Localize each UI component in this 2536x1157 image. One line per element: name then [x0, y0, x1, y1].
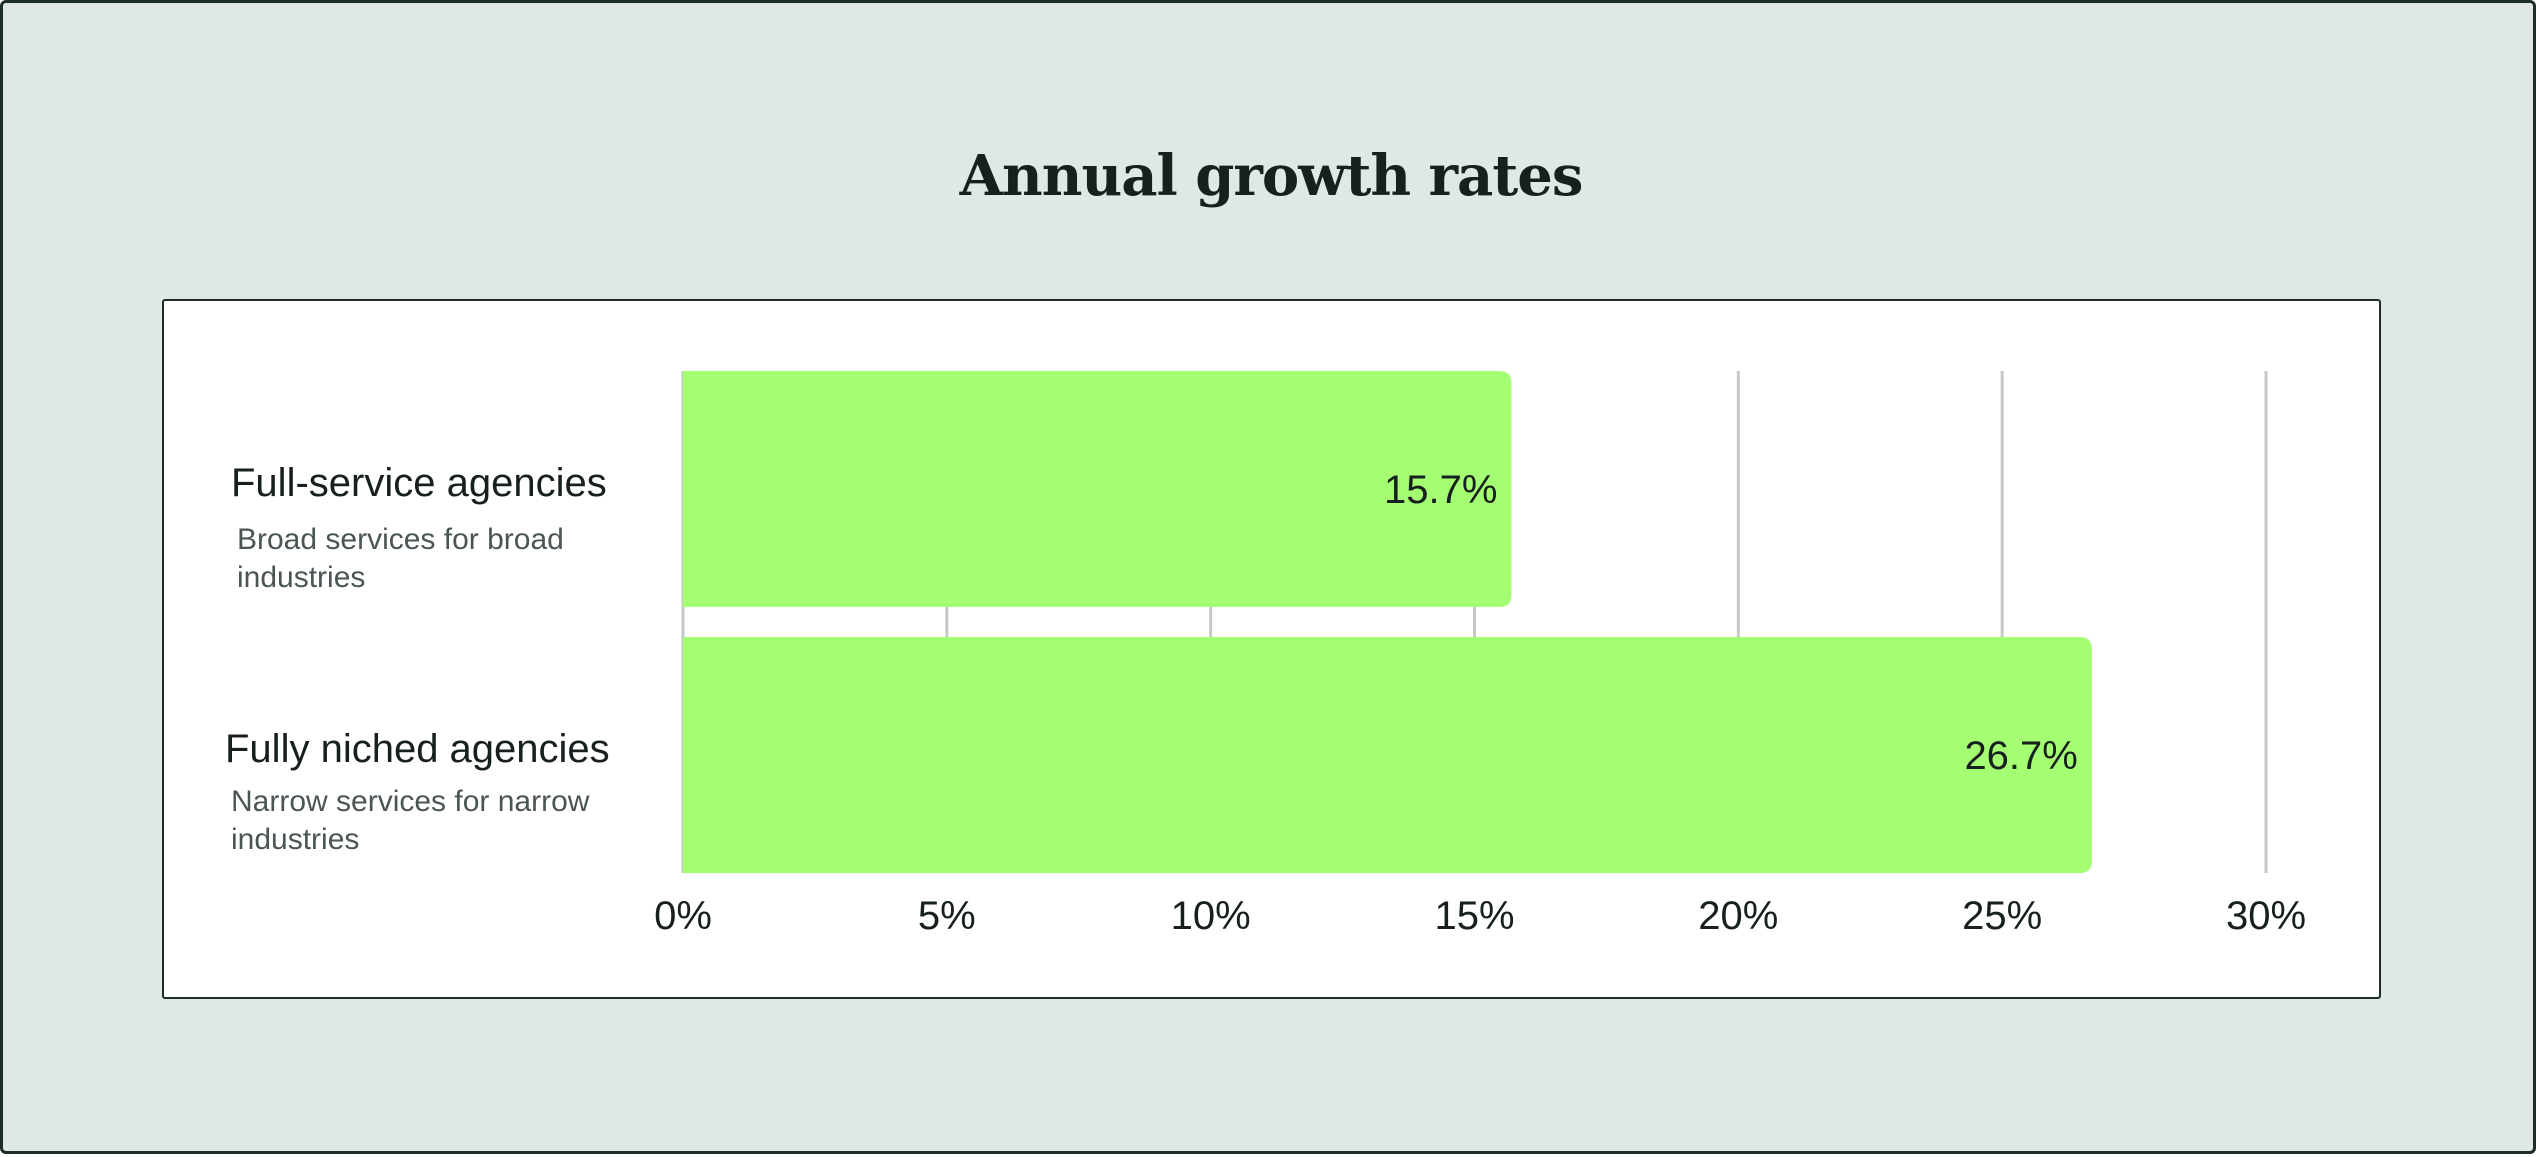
bar-full-service: [683, 371, 1512, 607]
tick-label-15: 15%: [1434, 894, 1514, 938]
category-subtitle-fully-niched: Narrow services for narrow industries: [231, 785, 590, 856]
tick-label-25: 25%: [1962, 894, 2042, 938]
tick-label-10: 10%: [1171, 894, 1251, 938]
category-subtitle-full-service: Broad services for broad industries: [237, 523, 564, 594]
tick-label-0: 0%: [654, 894, 712, 938]
value-label-full-service: 15.7%: [1384, 468, 1497, 512]
tick-label-5: 5%: [918, 894, 976, 938]
chart-title: Annual growth rates: [959, 143, 1584, 209]
category-label-fully-niched: Fully niched agencies: [225, 727, 610, 771]
bar-chart: 15.7% 26.7% 0% 5% 10% 15% 20% 25% 30%: [654, 371, 2306, 938]
tick-label-20: 20%: [1698, 894, 1778, 938]
bar-fully-niched: [683, 637, 2092, 873]
category-label-full-service: Full-service agencies: [231, 461, 607, 505]
tick-label-30: 30%: [2226, 894, 2306, 938]
value-label-fully-niched: 26.7%: [1964, 734, 2077, 778]
